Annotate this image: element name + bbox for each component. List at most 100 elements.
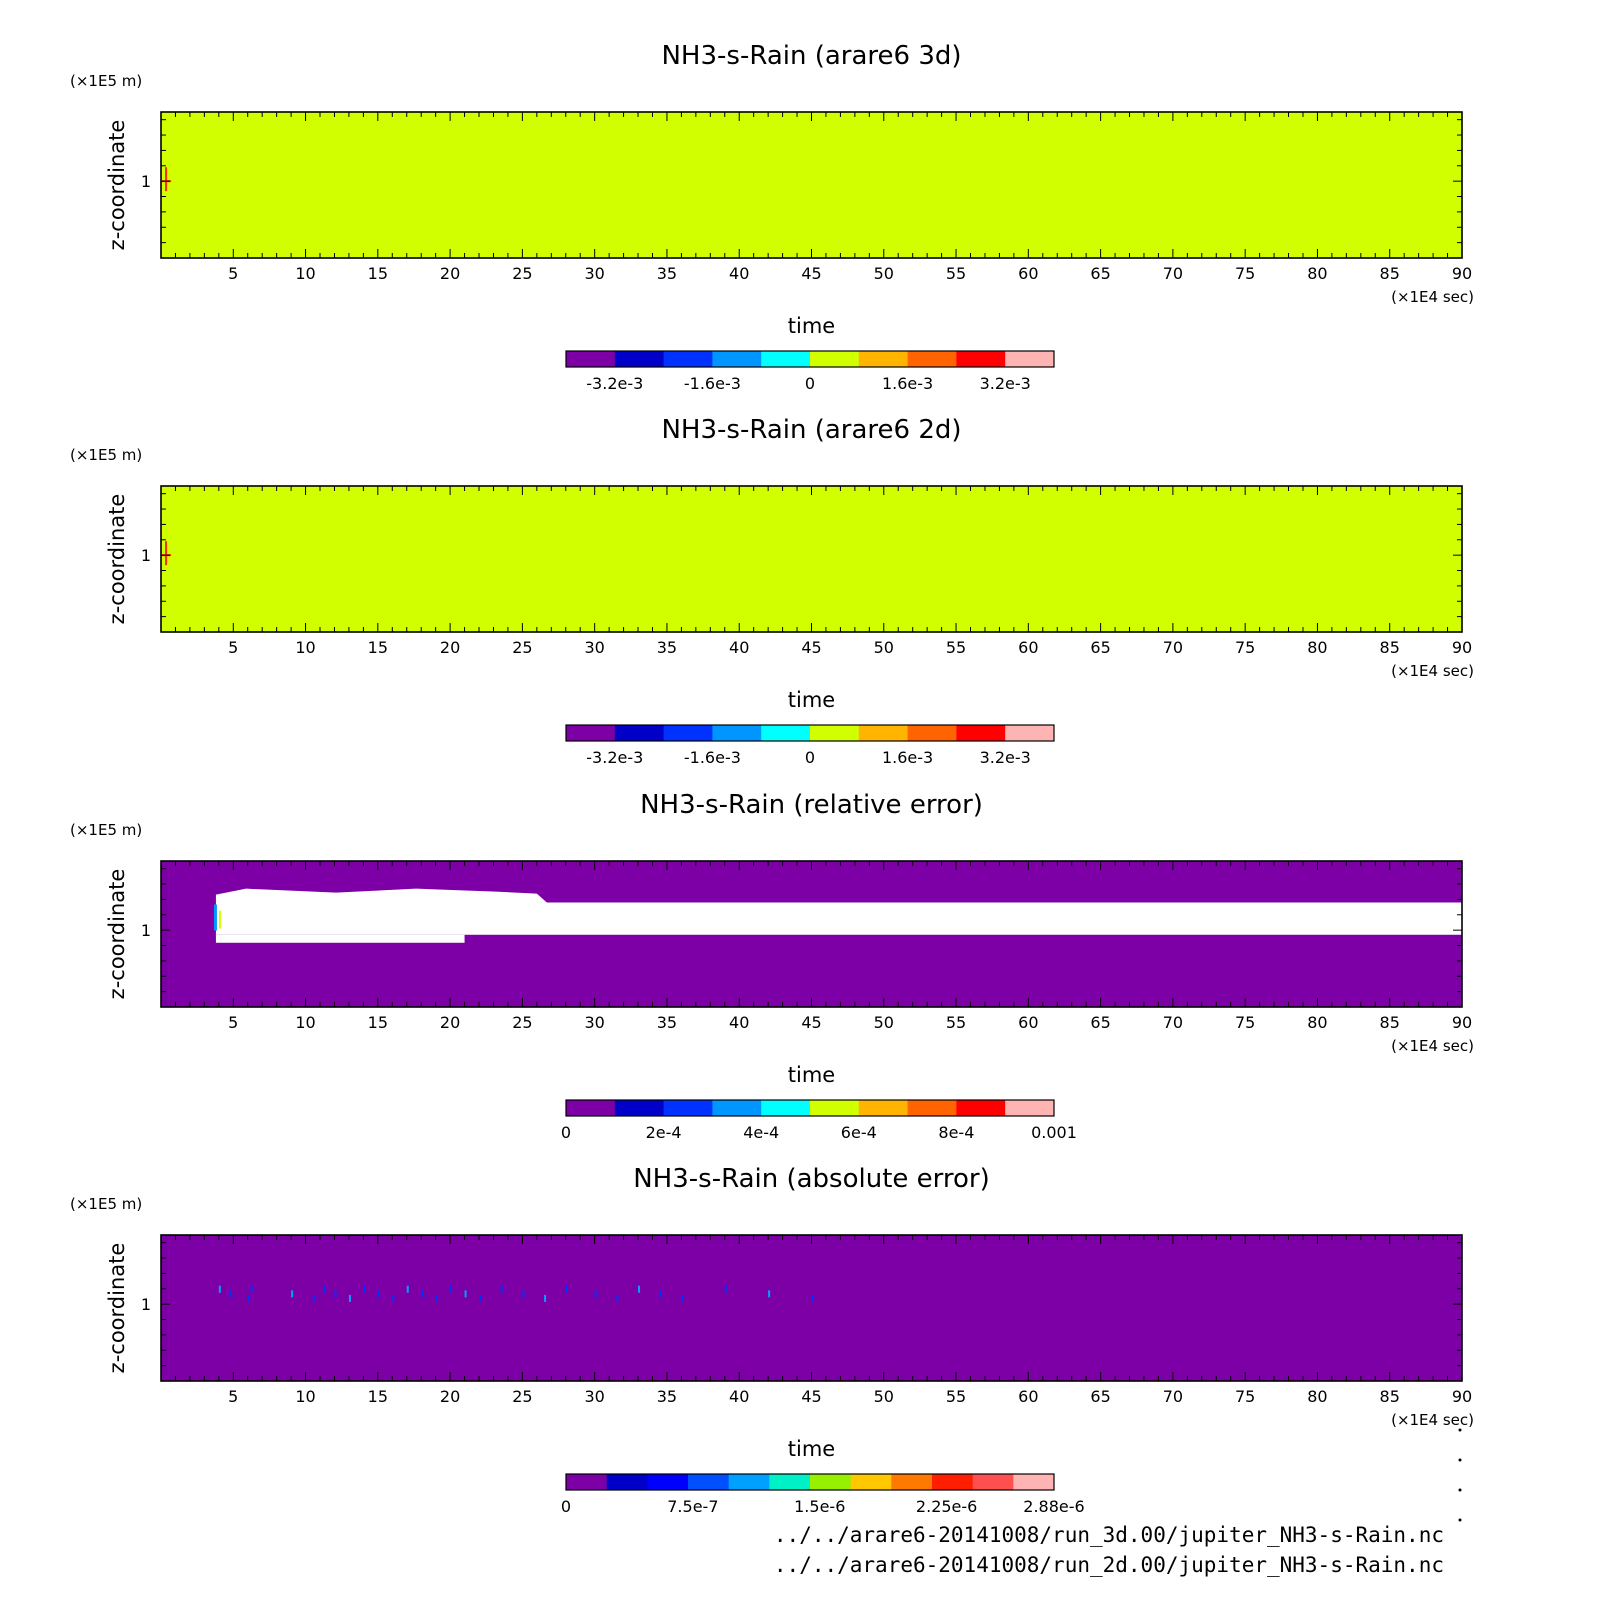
colorbar-swatch <box>1005 725 1055 741</box>
error-speck <box>464 1290 467 1298</box>
error-speck <box>500 1285 503 1293</box>
y-tick-label: 1 <box>141 1295 151 1314</box>
x-tick-label: 85 <box>1380 638 1400 657</box>
colorbar-swatch <box>614 351 665 367</box>
x-tick-label: 30 <box>584 1387 604 1406</box>
x-tick-label: 15 <box>368 1387 388 1406</box>
colorbar-swatch <box>566 351 616 367</box>
colorbar-swatch <box>606 1474 648 1490</box>
error-speck <box>681 1294 684 1302</box>
colorbar-swatch <box>663 351 713 367</box>
x-tick-label: 15 <box>368 638 388 657</box>
x-tick-label: 40 <box>729 1013 749 1032</box>
x-tick-label: 35 <box>657 1013 677 1032</box>
colorbar-label: 2e-4 <box>646 1123 682 1142</box>
x-tick-label: 5 <box>228 264 238 283</box>
colorbar-swatch <box>810 1100 860 1116</box>
x-tick-label: 80 <box>1307 1387 1327 1406</box>
error-speck <box>312 1294 315 1302</box>
colorbar-label: -3.2e-3 <box>586 374 643 393</box>
error-speck <box>406 1285 409 1293</box>
colorbar-swatch <box>972 1474 1014 1490</box>
x-tick-label: 60 <box>1018 264 1038 283</box>
colorbar-swatch <box>858 351 909 367</box>
y-tick-label: 1 <box>141 921 151 940</box>
error-speck <box>435 1294 438 1302</box>
undefined-region <box>215 902 1462 935</box>
x-tick-label: 20 <box>440 638 460 657</box>
colorbar-label: 0.001 <box>1031 1123 1077 1142</box>
footer-file-3d: ../../arare6-20141008/run_3d.00/jupiter_… <box>773 1523 1444 1547</box>
error-speck <box>479 1294 482 1302</box>
colorbar-label: -3.2e-3 <box>586 748 643 767</box>
x-tick-label: 35 <box>657 264 677 283</box>
colorbar-swatch <box>712 1100 762 1116</box>
error-speck <box>247 1294 250 1302</box>
stray-dot <box>1458 1428 1462 1432</box>
error-speck <box>724 1285 727 1293</box>
y-unit-label: (×1E5 m) <box>70 446 142 464</box>
x-axis-label: time <box>788 688 835 712</box>
colorbar-swatch <box>810 725 860 741</box>
colorbar-swatch <box>891 1474 933 1490</box>
x-axis-label: time <box>788 314 835 338</box>
x-tick-label: 55 <box>946 1013 966 1032</box>
colorbar-swatch <box>712 725 762 741</box>
x-tick-label: 50 <box>874 1013 894 1032</box>
error-speck <box>363 1285 366 1293</box>
error-speck <box>522 1290 525 1298</box>
x-tick-label: 25 <box>512 1387 532 1406</box>
colorbar-swatch <box>1005 351 1055 367</box>
x-tick-label: 85 <box>1380 1387 1400 1406</box>
colorbar-label: 3.2e-3 <box>980 748 1031 767</box>
panel-3: NH3-s-Rain (relative error)(×1E5 m)5 10 15… <box>70 790 1474 1142</box>
x-tick-label: 35 <box>657 1387 677 1406</box>
colorbar-swatch <box>614 1100 665 1116</box>
x-tick-label: 80 <box>1307 1013 1327 1032</box>
x-tick-label: 65 <box>1090 264 1110 283</box>
panel-4: NH3-s-Rain (absolute error)(×1E5 m)5 10 15… <box>70 1164 1474 1516</box>
colorbar-swatch <box>907 1100 957 1116</box>
colorbar-frame <box>565 1473 1055 1491</box>
stray-dot <box>1458 1518 1462 1522</box>
colorbar-swatch <box>761 351 811 367</box>
error-speck <box>544 1294 547 1302</box>
x-tick-label: 75 <box>1235 1013 1255 1032</box>
colorbar-swatch <box>932 1474 974 1490</box>
x-tick-label: 70 <box>1163 638 1183 657</box>
colorbar-label: 3.2e-3 <box>980 374 1031 393</box>
x-tick-label: 90 <box>1452 264 1472 283</box>
x-tick-label: 85 <box>1380 1013 1400 1032</box>
colorbar-swatch <box>810 351 860 367</box>
colorbar-swatch <box>769 1474 811 1490</box>
x-tick-label: 15 <box>368 1013 388 1032</box>
x-tick-label: 20 <box>440 1013 460 1032</box>
colorbar-frame <box>565 350 1055 368</box>
error-speck <box>594 1290 597 1298</box>
error-speck <box>392 1294 395 1302</box>
error-speck <box>348 1294 351 1302</box>
colorbar-swatch <box>858 725 909 741</box>
error-speck <box>616 1294 619 1302</box>
x-tick-label: 20 <box>440 1387 460 1406</box>
x-tick-label: 65 <box>1090 638 1110 657</box>
colorbar-label: 8e-4 <box>938 1123 974 1142</box>
colorbar-label: 1.5e-6 <box>794 1497 845 1516</box>
x-tick-label: 40 <box>729 638 749 657</box>
x-tick-label: 35 <box>657 638 677 657</box>
panel-1: NH3-s-Rain (arare6 3d)(×1E5 m)5 10 15 20 25 3… <box>70 41 1474 393</box>
colorbar-label: 1.6e-3 <box>882 374 933 393</box>
x-tick-label: 60 <box>1018 1013 1038 1032</box>
colorbar-swatch <box>810 1474 852 1490</box>
error-speck <box>768 1290 771 1298</box>
x-tick-label: 30 <box>584 264 604 283</box>
x-tick-label: 10 <box>295 638 315 657</box>
y-axis-label: z-coordinate <box>105 494 129 625</box>
x-tick-label: 5 <box>228 638 238 657</box>
x-tick-label: 10 <box>295 264 315 283</box>
error-speck <box>565 1285 568 1293</box>
colorbar-swatch <box>1005 1100 1055 1116</box>
y-unit-label: (×1E5 m) <box>70 1195 142 1213</box>
y-axis-label: z-coordinate <box>105 120 129 251</box>
